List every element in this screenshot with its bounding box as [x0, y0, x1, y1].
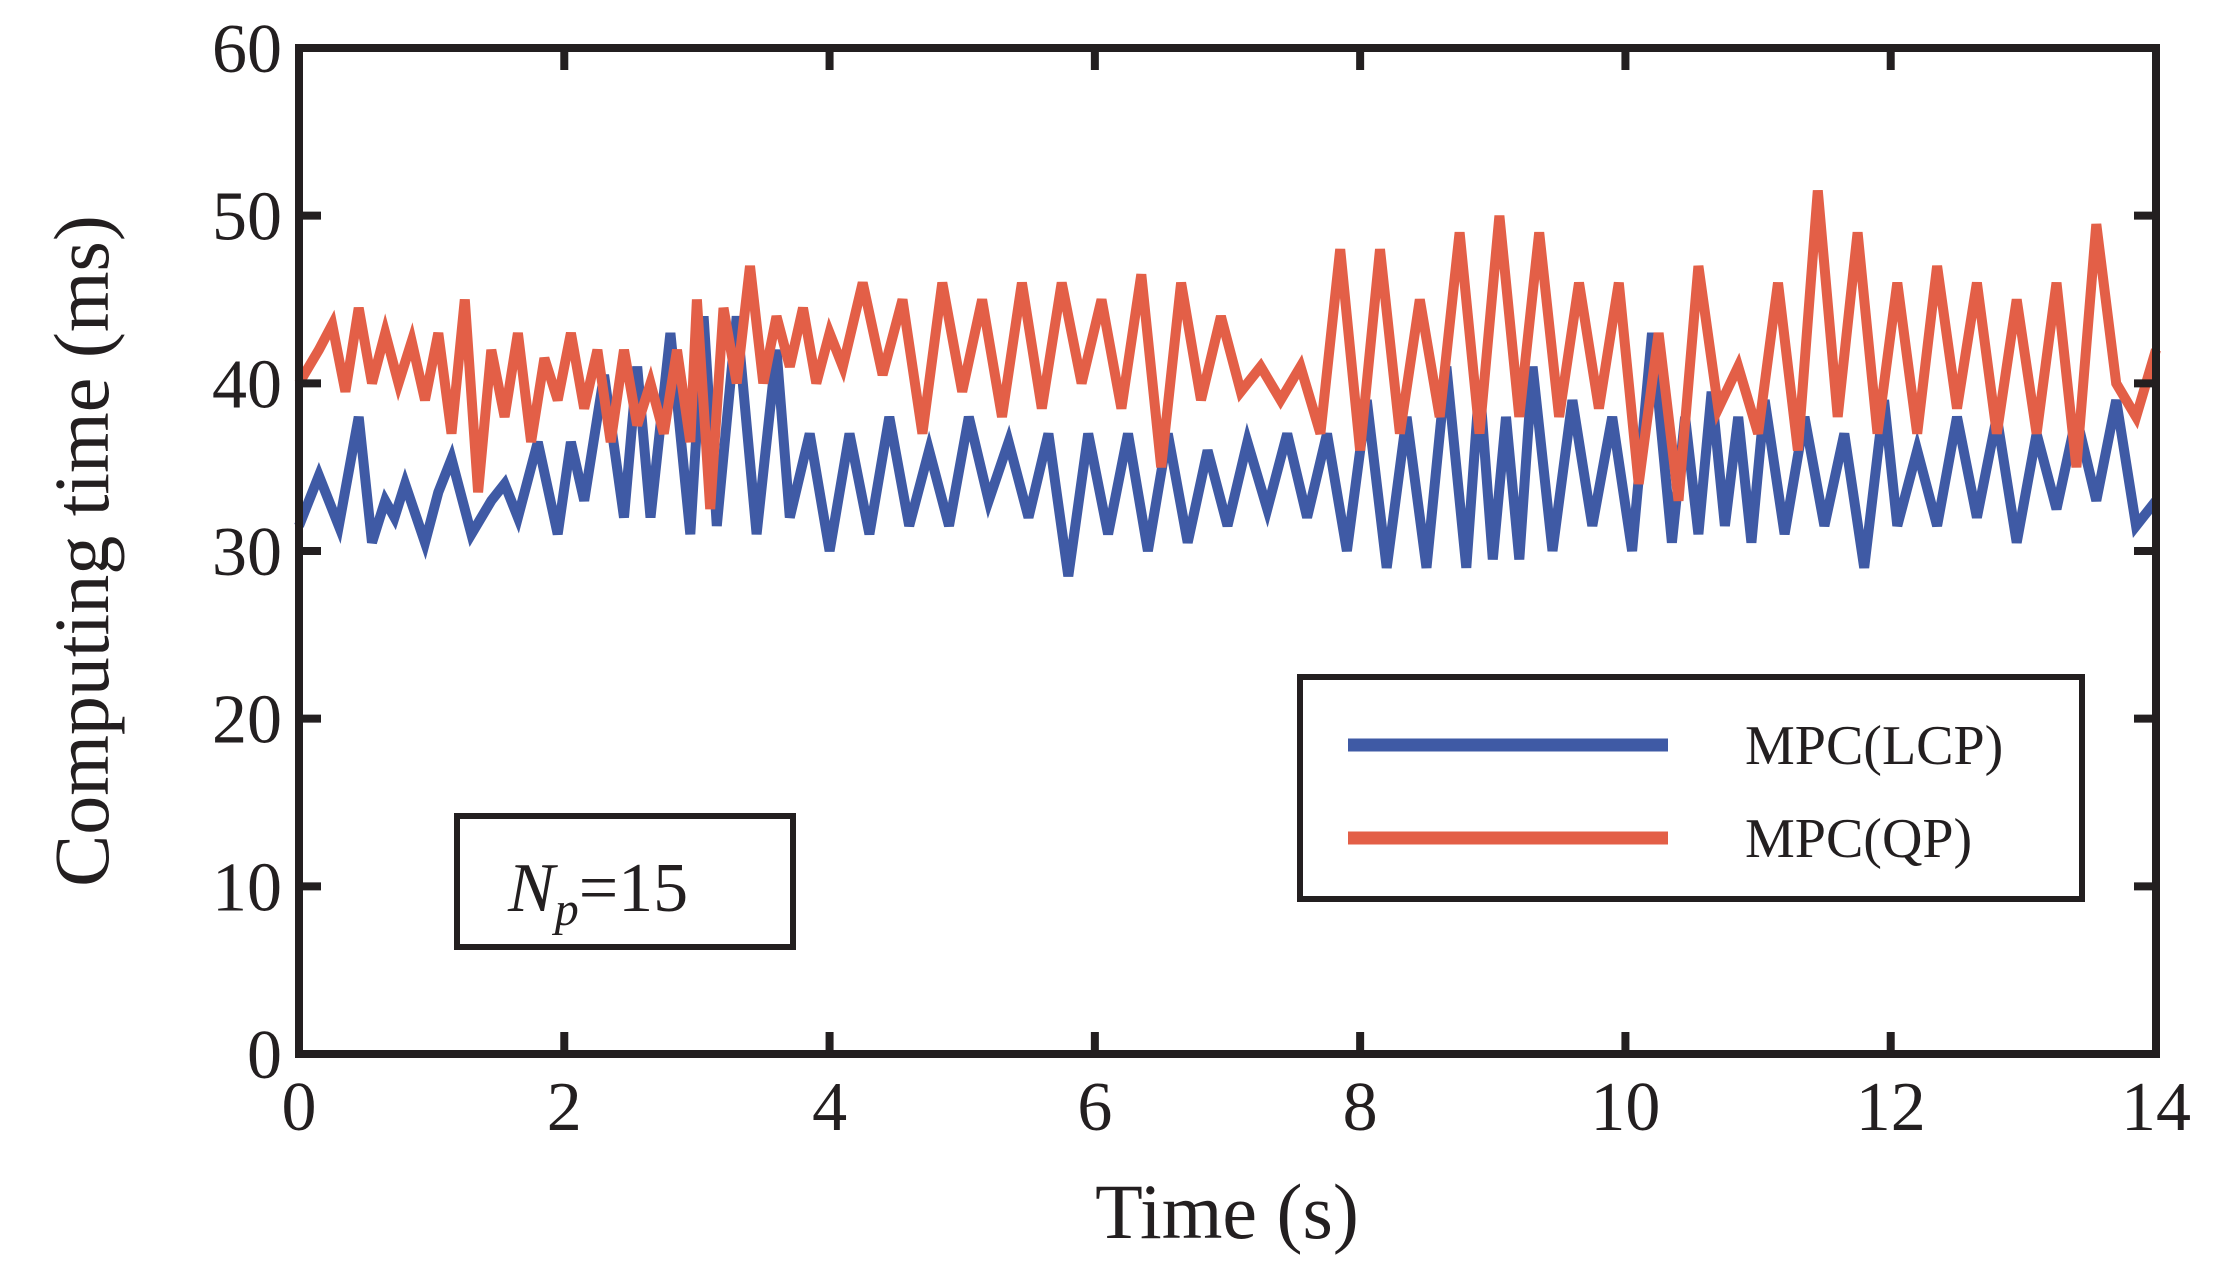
y-tick-label: 40	[212, 346, 282, 423]
ticks-layer: 0 2 4 6 8 10 12 14 0 10 20 30 40 50 60	[212, 11, 2191, 1146]
y-tick-label: 0	[247, 1017, 282, 1094]
series-line-mpc-qp	[294, 190, 2161, 510]
annotation-subscript: p	[552, 883, 579, 936]
annotation-value: =15	[579, 850, 688, 927]
series-line-mpc-lcp	[294, 315, 2160, 577]
x-tick-label: 14	[2121, 1069, 2191, 1146]
x-tick-label: 8	[1343, 1069, 1378, 1146]
annotation-symbol: N	[507, 850, 558, 927]
annotation-box	[454, 813, 796, 950]
y-tick-label: 30	[212, 514, 282, 591]
y-tick-label: 10	[212, 849, 282, 926]
legend-label-mpc-qp: MPC(QP)	[1745, 808, 1972, 870]
y-tick-label: 20	[212, 682, 282, 759]
series-layer	[294, 190, 2161, 577]
legend: MPC(LCP) MPC(QP)	[1297, 674, 2085, 902]
x-tick-label: 6	[1077, 1069, 1112, 1146]
legend-label-mpc-lcp: MPC(LCP)	[1745, 715, 2003, 777]
x-axis-title: Time (s)	[1095, 1168, 1359, 1255]
y-axis-title: Computing time (ms)	[38, 215, 125, 887]
x-tick-label: 2	[547, 1069, 582, 1146]
y-tick-label: 50	[212, 179, 282, 256]
y-tick-label: 60	[212, 11, 282, 88]
legend-box	[1297, 674, 2085, 902]
x-tick-label: 12	[1856, 1069, 1926, 1146]
x-tick-label: 10	[1590, 1069, 1660, 1146]
x-tick-label: 0	[282, 1069, 317, 1146]
x-tick-label: 4	[812, 1069, 847, 1146]
np-annotation: Np=15	[454, 813, 796, 950]
annotation-label: Np=15	[507, 850, 688, 936]
